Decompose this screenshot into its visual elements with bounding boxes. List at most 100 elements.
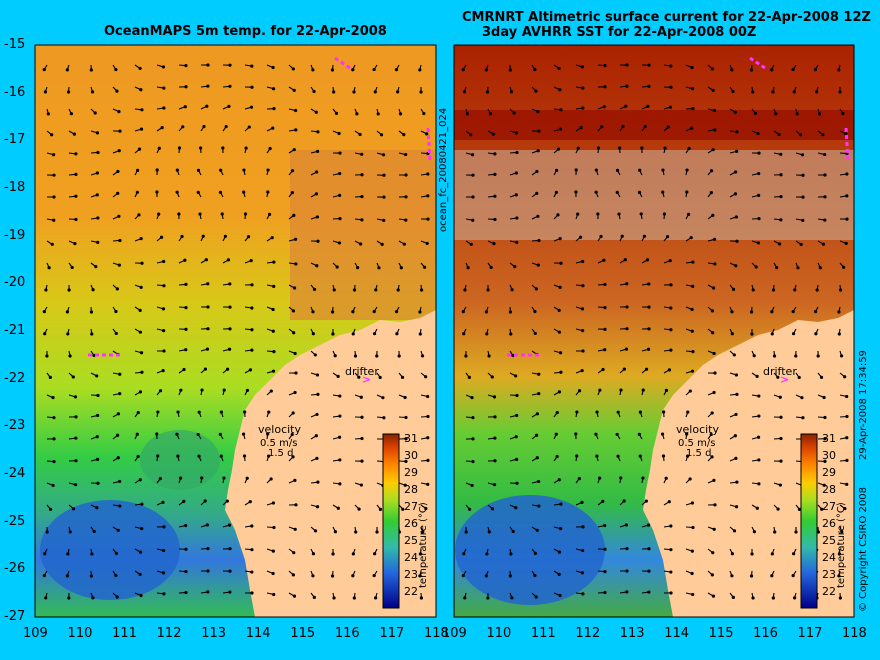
current-arrow-head [418, 552, 422, 556]
current-arrow-head [228, 63, 232, 67]
current-arrow-head [338, 171, 342, 176]
current-arrow-head [162, 106, 166, 110]
current-arrow-head [136, 454, 140, 459]
current-arrow-head [314, 434, 318, 438]
current-arrow-head [690, 571, 694, 576]
current-arrow-head [690, 87, 695, 91]
colorbar-tick-label: 24 [404, 551, 418, 564]
current-arrow-head [845, 394, 849, 399]
current-arrow-head [691, 107, 695, 111]
current-arrow-head [643, 124, 647, 129]
current-arrow-head [52, 416, 56, 420]
current-arrow-head [757, 482, 761, 486]
current-arrow-head [159, 235, 164, 239]
current-arrow-head [44, 288, 48, 292]
current-arrow-head [838, 90, 842, 94]
current-arrow-head [823, 173, 827, 177]
current-arrow-head [203, 367, 207, 371]
current-arrow-head [184, 64, 188, 68]
current-arrow-head [96, 216, 100, 220]
lon-tick-label: 109 [23, 626, 48, 641]
current-arrow-head [489, 265, 493, 270]
current-arrow-head [537, 129, 541, 133]
current-arrow-head [114, 309, 118, 314]
current-arrow-head [843, 375, 847, 379]
current-arrow-head [734, 170, 738, 174]
current-arrow-head [353, 354, 358, 358]
current-arrow-head [536, 110, 540, 114]
lon-tick-label: 115 [290, 626, 316, 641]
current-arrow-head [515, 413, 519, 418]
current-arrow-head [779, 194, 783, 199]
current-arrow-head [315, 264, 319, 268]
current-arrow-head [624, 347, 629, 351]
current-arrow-head [373, 90, 377, 94]
current-arrow-head [822, 395, 826, 400]
current-arrow-head [162, 259, 166, 264]
current-arrow-head [487, 354, 491, 358]
current-arrow-head [554, 432, 558, 436]
current-arrow-head [182, 367, 186, 372]
current-arrow-head [731, 89, 735, 94]
current-arrow-head [770, 310, 774, 314]
current-arrow-head [734, 412, 738, 417]
current-arrow-head [360, 415, 364, 419]
left-velocity-title: velocity [258, 423, 301, 436]
current-arrow-head [89, 310, 94, 314]
current-arrow-head [555, 410, 559, 415]
current-arrow-head [690, 369, 695, 373]
current-arrow-head [250, 570, 254, 574]
current-arrow-head [685, 190, 689, 194]
current-arrow-head [155, 168, 159, 172]
left-drifter-label: drifter [345, 365, 379, 378]
colorbar-tick-label: 24 [822, 551, 836, 564]
current-arrow-head [271, 369, 276, 373]
current-arrow-head [690, 501, 695, 505]
current-arrow-head [471, 416, 475, 420]
current-arrow-head [395, 332, 399, 336]
current-arrow-head [52, 437, 56, 441]
current-arrow-head [116, 433, 120, 437]
current-arrow-head [664, 476, 668, 480]
current-arrow-head [778, 242, 782, 246]
current-arrow-head [797, 375, 801, 380]
current-arrow-head [733, 192, 738, 196]
current-arrow-head [267, 454, 271, 458]
current-arrow-head [713, 371, 717, 375]
current-arrow-head [44, 596, 48, 600]
current-arrow-head [615, 168, 620, 172]
current-arrow-head [225, 499, 229, 503]
current-arrow-head [689, 236, 693, 240]
current-arrow-head [382, 195, 386, 199]
right-panel-title-line2: 3day AVHRR SST for 22-Apr-2008 00Z [482, 25, 757, 40]
current-arrow-head [74, 217, 78, 222]
current-arrow-head [554, 190, 558, 194]
current-arrow-head [603, 523, 607, 528]
current-arrow-head [115, 287, 119, 291]
current-arrow-head [404, 173, 408, 177]
current-arrow-head [536, 214, 540, 218]
current-arrow-head [205, 523, 209, 527]
current-arrow-head [95, 193, 99, 197]
current-arrow-head [556, 147, 561, 151]
lon-tick-label: 117 [379, 626, 405, 641]
current-arrow-head [581, 259, 585, 264]
current-arrow-head [771, 596, 775, 600]
lon-tick-label: 109 [442, 626, 467, 641]
current-arrow-head [603, 85, 607, 89]
current-arrow-head [271, 571, 275, 576]
current-arrow-head [771, 90, 775, 94]
current-arrow-head [196, 432, 200, 437]
current-arrow-head [581, 106, 585, 110]
current-arrow-head [245, 388, 250, 392]
current-arrow-head [228, 282, 232, 286]
current-arrow-head [162, 86, 166, 90]
current-arrow-head [711, 213, 715, 217]
current-arrow-head [757, 458, 761, 462]
current-arrow-head [157, 146, 161, 150]
current-arrow-head [96, 393, 100, 398]
current-arrow-head [595, 454, 599, 458]
current-arrow-head [219, 454, 223, 458]
current-arrow-head [271, 126, 275, 130]
lat-tick-label: -15 [4, 37, 26, 52]
